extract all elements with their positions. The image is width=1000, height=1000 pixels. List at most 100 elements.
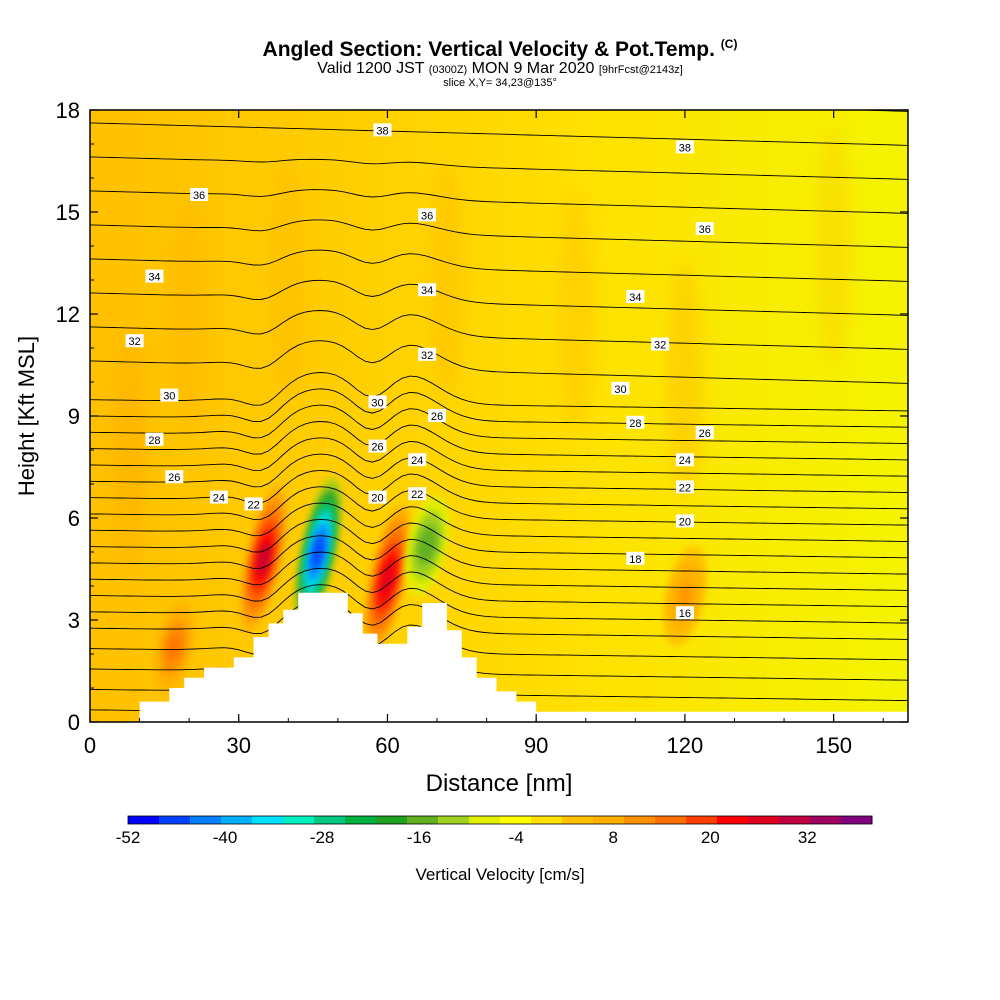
svg-text:26: 26 bbox=[371, 442, 383, 454]
colorbar-segment bbox=[221, 816, 253, 824]
svg-text:30: 30 bbox=[614, 384, 626, 396]
x-tick-label: 90 bbox=[524, 733, 548, 758]
x-tick-label: 150 bbox=[815, 733, 852, 758]
theta-contour-34 bbox=[90, 249, 908, 282]
svg-text:36: 36 bbox=[193, 190, 205, 202]
colorbar-segment bbox=[376, 816, 408, 824]
contour-label-26: 26 bbox=[428, 409, 447, 423]
colorbar-segment bbox=[283, 816, 315, 824]
terrain bbox=[90, 592, 908, 722]
svg-text:32: 32 bbox=[654, 340, 666, 352]
svg-text:18: 18 bbox=[629, 554, 641, 566]
colorbar-tick-label: -16 bbox=[407, 828, 432, 847]
colorbar-segment bbox=[655, 816, 687, 824]
weak-updraft-streak bbox=[666, 262, 703, 502]
contour-label-22: 22 bbox=[408, 487, 427, 501]
theta-contour-37 bbox=[90, 156, 908, 180]
svg-text:36: 36 bbox=[699, 224, 711, 236]
contour-label-22: 22 bbox=[244, 497, 263, 511]
svg-text:16: 16 bbox=[679, 608, 691, 620]
svg-text:32: 32 bbox=[421, 350, 433, 362]
colorbar-tick-label: 8 bbox=[608, 828, 617, 847]
contour-label-36: 36 bbox=[190, 188, 209, 202]
theta-contour-32 bbox=[90, 310, 908, 350]
svg-text:38: 38 bbox=[376, 125, 388, 137]
updraft-core bbox=[152, 597, 196, 698]
colorbar-segment bbox=[841, 816, 873, 824]
colorbar-tick-label: -40 bbox=[213, 828, 238, 847]
svg-text:24: 24 bbox=[679, 455, 691, 467]
title-main: Angled Section: Vertical Velocity & Pot.… bbox=[262, 38, 715, 61]
weak-updraft-streak bbox=[111, 330, 148, 570]
theta-contour-29 bbox=[90, 388, 908, 428]
colorbar-segment bbox=[531, 816, 563, 824]
colorbar-segment bbox=[779, 816, 811, 824]
x-tick-label: 60 bbox=[375, 733, 399, 758]
contour-label-34: 34 bbox=[418, 283, 437, 297]
svg-text:26: 26 bbox=[699, 428, 711, 440]
contour-label-36: 36 bbox=[695, 222, 714, 236]
colorbar-segment bbox=[345, 816, 377, 824]
forecast-info: [9hrFcst@2143z] bbox=[598, 64, 683, 76]
colorbar-segment bbox=[469, 816, 501, 824]
weak-updraft-streak bbox=[428, 160, 465, 400]
contour-label-32: 32 bbox=[418, 347, 437, 362]
y-tick-label: 9 bbox=[68, 404, 80, 429]
valid-utc: (0300Z) bbox=[428, 64, 468, 76]
theta-contour-33 bbox=[90, 279, 908, 316]
slice-info: slice X,Y= 34,23@135° bbox=[443, 77, 557, 89]
colorbar-segment bbox=[717, 816, 749, 824]
contour-label-22: 22 bbox=[675, 480, 694, 494]
y-tick-label: 18 bbox=[56, 98, 80, 123]
colorbar-segment bbox=[686, 816, 718, 824]
y-tick-label: 12 bbox=[56, 302, 80, 327]
theta-contour-40 bbox=[90, 76, 908, 77]
svg-text:36: 36 bbox=[421, 210, 433, 222]
svg-text:34: 34 bbox=[629, 292, 641, 304]
theta-contour-27 bbox=[90, 421, 908, 461]
colorbar-tick-label: 32 bbox=[798, 828, 817, 847]
colorbar-segment bbox=[593, 816, 625, 824]
colorbar-tick-label: -52 bbox=[116, 828, 141, 847]
colorbar-segment bbox=[252, 816, 284, 824]
colorbar-segment bbox=[562, 816, 594, 824]
updraft-core bbox=[364, 504, 411, 654]
y-tick-label: 0 bbox=[68, 710, 80, 735]
valid-time: Valid 1200 JST bbox=[317, 60, 425, 77]
contour-label-16: 16 bbox=[675, 606, 694, 620]
updraft-core bbox=[240, 484, 287, 634]
colorbar-segment bbox=[500, 816, 532, 824]
x-tick-label: 30 bbox=[226, 733, 250, 758]
valid-date: MON 9 Mar 2020 bbox=[471, 60, 595, 77]
chart-subtitle: Valid 1200 JST (0300Z) MON 9 Mar 2020 [9… bbox=[0, 61, 1000, 78]
contour-label-28: 28 bbox=[626, 415, 645, 430]
contour-label-26: 26 bbox=[165, 470, 184, 484]
contour-label-34: 34 bbox=[626, 290, 645, 304]
velocity-field bbox=[90, 110, 908, 722]
contour-label-34: 34 bbox=[145, 269, 164, 284]
contour-label-26: 26 bbox=[695, 426, 714, 440]
svg-text:26: 26 bbox=[431, 411, 443, 423]
theta-contour-19 bbox=[90, 551, 908, 591]
theta-contour-35 bbox=[90, 219, 908, 248]
contour-label-30: 30 bbox=[160, 388, 179, 403]
theta-contour-20 bbox=[90, 535, 908, 575]
svg-text:28: 28 bbox=[629, 418, 641, 430]
y-tick-label: 6 bbox=[68, 506, 80, 531]
theta-contour-25 bbox=[90, 453, 908, 493]
colorbar-label: Vertical Velocity [cm/s] bbox=[415, 865, 584, 884]
svg-text:20: 20 bbox=[679, 516, 691, 528]
svg-text:34: 34 bbox=[148, 272, 160, 284]
colorbar-frame bbox=[127, 815, 873, 825]
colorbar-segment bbox=[438, 816, 470, 824]
colorbar-segment bbox=[407, 816, 439, 824]
svg-text:26: 26 bbox=[168, 472, 180, 484]
field-background bbox=[90, 110, 908, 722]
theta-contour-26 bbox=[90, 437, 908, 477]
theta-contour-38 bbox=[90, 122, 908, 146]
contour-label-28: 28 bbox=[145, 432, 164, 447]
svg-text:24: 24 bbox=[411, 455, 423, 467]
